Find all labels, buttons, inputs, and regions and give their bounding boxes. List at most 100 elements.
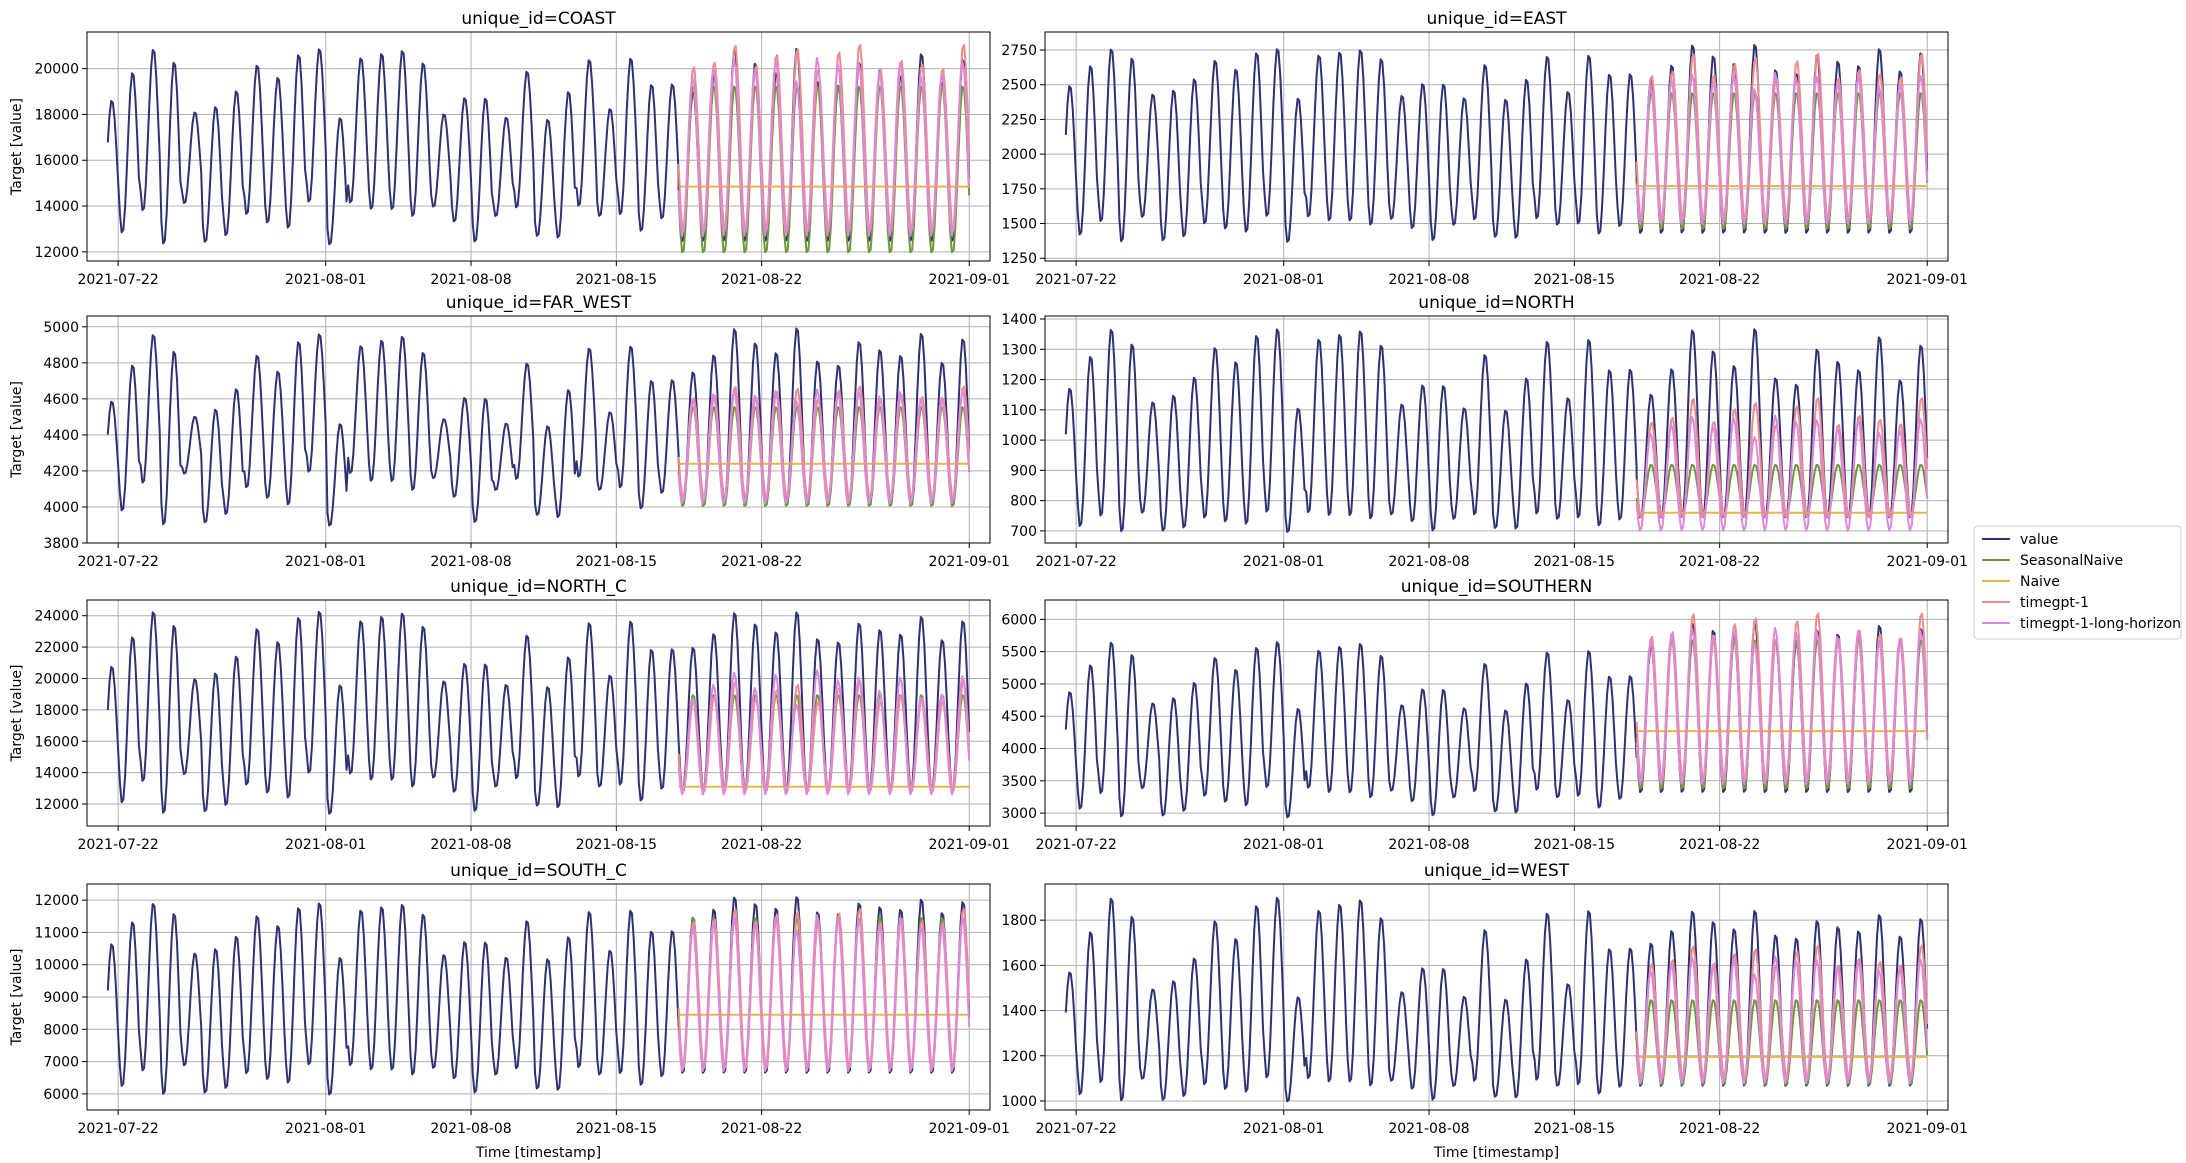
legend: value SeasonalNaive Naive timegpt-1 timegpt-…	[1973, 525, 2182, 640]
plot-area	[1045, 884, 1948, 1110]
x-tick-label: 2021-08-08	[430, 837, 511, 853]
x-tick-label: 2021-08-15	[576, 837, 657, 853]
y-tick-label: 4400	[43, 428, 79, 444]
y-tick-label: 18000	[34, 107, 79, 123]
y-axis-label: Target [value]	[9, 98, 25, 196]
x-tick-label: 2021-07-22	[1035, 554, 1116, 570]
x-tick-label: 2021-08-01	[285, 554, 366, 570]
x-tick-label: 2021-08-15	[1534, 554, 1615, 570]
y-tick-label: 4200	[43, 464, 79, 480]
legend-label: Naive	[2020, 574, 2060, 590]
x-tick-label: 2021-08-15	[576, 272, 657, 288]
x-tick-label: 2021-09-01	[929, 1121, 1010, 1137]
series-line-timegpt-1-long-horizon	[677, 56, 971, 237]
subplot: 2021-07-22 2021-08-01 2021-08-08 2021-08-15…	[9, 9, 1010, 288]
subplot-title: unique_id=SOUTHERN	[1401, 577, 1593, 597]
x-tick-label: 2021-07-22	[77, 272, 158, 288]
y-tick-label: 12000	[34, 797, 79, 813]
x-tick-label: 2021-08-08	[1388, 837, 1469, 853]
subplot-title: unique_id=EAST	[1426, 9, 1567, 29]
axes-frame	[1044, 599, 1949, 827]
y-tick-label: 4600	[43, 392, 79, 408]
series-line-timegpt-1-long-horizon	[677, 914, 971, 1072]
series-line-timegpt-1-long-horizon	[1635, 955, 1929, 1084]
x-tick-label: 2021-09-01	[929, 272, 1010, 288]
y-tick-label: 1750	[1001, 182, 1037, 198]
y-tick-label: 4000	[1001, 742, 1037, 758]
x-tick-label: 2021-08-08	[430, 554, 511, 570]
y-tick-label: 3000	[1001, 806, 1037, 822]
x-tick-label: 2021-08-22	[721, 554, 802, 570]
x-tick-label: 2021-08-08	[430, 1121, 511, 1137]
plot-area	[87, 316, 990, 543]
axes-frame	[1044, 315, 1949, 544]
x-tick-label: 2021-08-08	[1388, 272, 1469, 288]
x-tick-label: 2021-08-01	[285, 272, 366, 288]
y-tick-label: 18000	[34, 703, 79, 719]
subplot: 2021-07-22 2021-08-01 2021-08-08 2021-08-15…	[1001, 293, 1968, 570]
legend-item: value	[1982, 532, 2058, 548]
legend-label: timegpt-1-long-horizon	[2020, 616, 2181, 632]
x-tick-label: 2021-08-01	[1243, 837, 1324, 853]
y-tick-label: 3500	[1001, 774, 1037, 790]
y-tick-label: 16000	[34, 153, 79, 169]
series-line-timegpt-1-long-horizon	[677, 388, 971, 505]
y-tick-label: 1600	[1001, 958, 1037, 974]
x-tick-label: 2021-08-15	[576, 554, 657, 570]
series-line-timegpt-1-long-horizon	[1635, 414, 1929, 532]
y-tick-label: 4000	[43, 500, 79, 516]
x-tick-label: 2021-09-01	[929, 837, 1010, 853]
y-tick-label: 12000	[34, 893, 79, 909]
x-tick-label: 2021-07-22	[1035, 837, 1116, 853]
x-tick-label: 2021-08-01	[1243, 272, 1324, 288]
subplot-title: unique_id=COAST	[461, 9, 616, 29]
x-axis-label: Time [timestamp]	[475, 1145, 601, 1161]
x-tick-label: 2021-08-22	[1679, 272, 1760, 288]
y-tick-label: 2500	[1001, 78, 1037, 94]
y-tick-label: 14000	[34, 766, 79, 782]
series-line-timegpt-1-long-horizon	[677, 669, 971, 796]
y-axis-label: Target [value]	[9, 381, 25, 479]
y-tick-label: 4800	[43, 356, 79, 372]
y-tick-label: 1000	[1001, 1094, 1037, 1110]
x-axis-label: Time [timestamp]	[1433, 1145, 1559, 1161]
y-tick-label: 10000	[34, 958, 79, 974]
y-tick-label: 20000	[34, 62, 79, 78]
y-tick-label: 800	[1010, 494, 1037, 510]
axes-frame	[1044, 31, 1949, 262]
axes-frame	[86, 31, 991, 262]
y-tick-label: 7000	[43, 1055, 79, 1071]
y-tick-label: 9000	[43, 990, 79, 1006]
legend-item: timegpt-1	[1982, 595, 2089, 611]
plot-area	[87, 600, 990, 826]
subplot-title: unique_id=NORTH	[1418, 293, 1574, 313]
x-tick-label: 2021-08-15	[1534, 1121, 1615, 1137]
x-tick-label: 2021-08-08	[1388, 554, 1469, 570]
subplot-title: unique_id=SOUTH_C	[450, 861, 627, 881]
y-tick-label: 1400	[1001, 1004, 1037, 1020]
x-tick-label: 2021-09-01	[1887, 272, 1968, 288]
y-tick-label: 1200	[1001, 1049, 1037, 1065]
x-tick-label: 2021-07-22	[77, 837, 158, 853]
subplot: 2021-07-22 2021-08-01 2021-08-08 2021-08-15…	[9, 861, 1010, 1161]
y-axis-label: Target [value]	[9, 665, 25, 763]
x-tick-label: 2021-07-22	[77, 1121, 158, 1137]
y-tick-label: 900	[1010, 463, 1037, 479]
y-tick-label: 5000	[43, 320, 79, 336]
series-line-timegpt-1-long-horizon	[1635, 72, 1929, 225]
subplot-title: unique_id=WEST	[1424, 861, 1570, 881]
y-tick-label: 1100	[1001, 403, 1037, 419]
y-tick-label: 1500	[1001, 217, 1037, 233]
y-tick-label: 1300	[1001, 342, 1037, 358]
y-tick-label: 6000	[43, 1087, 79, 1103]
y-tick-label: 16000	[34, 734, 79, 750]
y-tick-label: 700	[1010, 524, 1037, 540]
y-tick-label: 1400	[1001, 312, 1037, 328]
subplot-title: unique_id=FAR_WEST	[446, 293, 632, 313]
legend-label: value	[2020, 532, 2058, 548]
y-tick-label: 4500	[1001, 709, 1037, 725]
axes-frame	[86, 599, 991, 827]
subplot: 2021-07-22 2021-08-01 2021-08-08 2021-08-15…	[1001, 9, 1968, 288]
y-tick-label: 6000	[1001, 612, 1037, 628]
